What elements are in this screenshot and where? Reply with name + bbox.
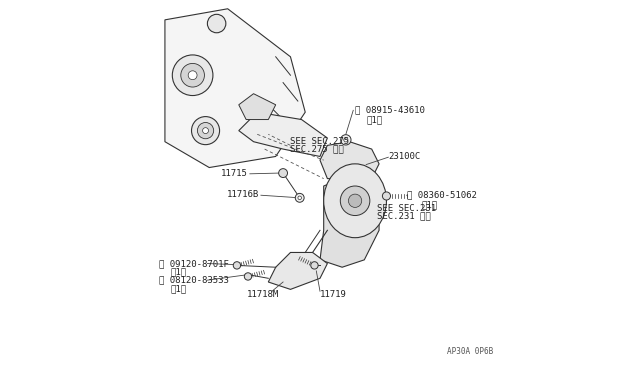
Text: Ⓜ 08915-43610: Ⓜ 08915-43610 <box>355 106 425 115</box>
Circle shape <box>382 192 390 200</box>
Circle shape <box>278 169 287 177</box>
Circle shape <box>188 71 197 80</box>
Circle shape <box>344 138 348 142</box>
Text: Ⓑ 08120-83533: Ⓑ 08120-83533 <box>159 276 229 285</box>
Text: SEC.275 参照: SEC.275 参照 <box>291 145 344 154</box>
Circle shape <box>244 273 252 280</box>
Circle shape <box>298 196 301 200</box>
Polygon shape <box>320 179 379 267</box>
Circle shape <box>348 194 362 208</box>
Text: Ⓑ 09120-8701F: Ⓑ 09120-8701F <box>159 259 229 268</box>
Text: （1）: （1） <box>422 200 438 209</box>
Text: 23100C: 23100C <box>388 152 420 161</box>
Circle shape <box>340 135 351 145</box>
Circle shape <box>295 193 304 202</box>
Text: （1）: （1） <box>170 267 187 276</box>
Circle shape <box>203 128 209 134</box>
Text: （1）: （1） <box>366 115 382 124</box>
Circle shape <box>311 262 318 269</box>
Text: SEC.231 参照: SEC.231 参照 <box>377 211 431 220</box>
Text: 11719: 11719 <box>320 291 347 299</box>
Circle shape <box>233 262 241 269</box>
Text: 11715: 11715 <box>221 169 248 177</box>
Polygon shape <box>320 142 379 179</box>
Text: AP30A 0P6B: AP30A 0P6B <box>447 347 493 356</box>
Text: SEE SEC.275: SEE SEC.275 <box>291 137 349 146</box>
Ellipse shape <box>324 164 387 238</box>
Polygon shape <box>239 94 276 119</box>
Polygon shape <box>268 253 328 289</box>
Circle shape <box>340 186 370 215</box>
Text: 11718M: 11718M <box>246 291 279 299</box>
Text: SEE SEC.231: SEE SEC.231 <box>377 203 436 213</box>
Text: 11716B: 11716B <box>227 190 259 199</box>
Text: Ⓢ 08360-51062: Ⓢ 08360-51062 <box>407 191 477 200</box>
Circle shape <box>191 116 220 145</box>
Circle shape <box>181 63 204 87</box>
Circle shape <box>172 55 213 96</box>
Polygon shape <box>239 112 328 157</box>
Circle shape <box>197 122 214 139</box>
Polygon shape <box>165 9 305 167</box>
Text: （1）: （1） <box>170 284 187 293</box>
Circle shape <box>207 14 226 33</box>
